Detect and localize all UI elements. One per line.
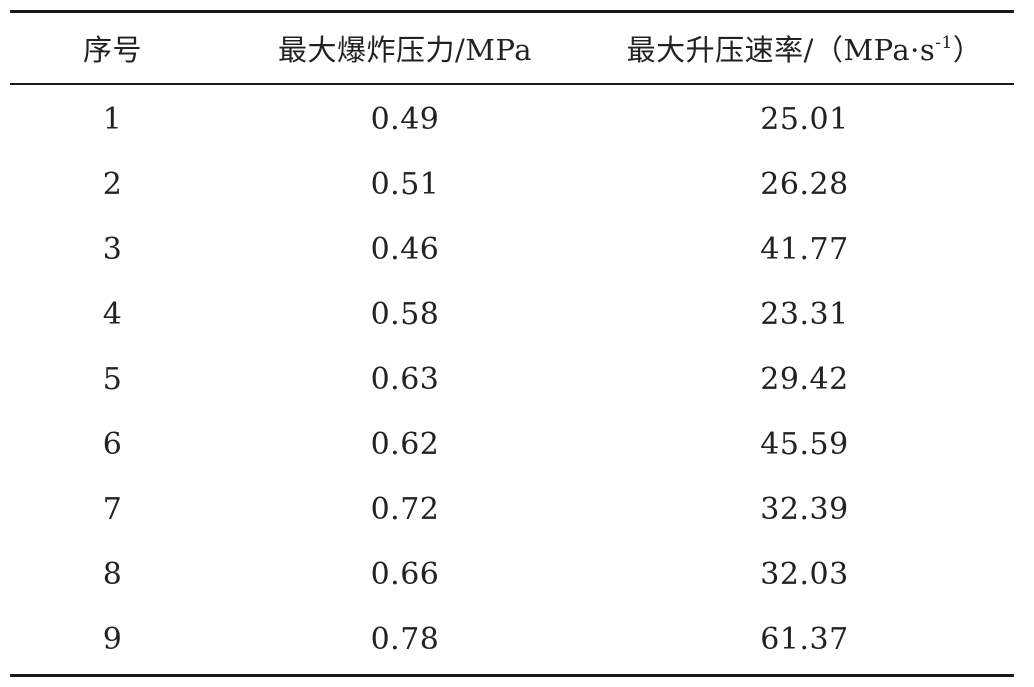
- cell-index: 3: [102, 231, 123, 267]
- table-row: 8 0.66 32.03: [10, 542, 1014, 607]
- cell-index: 1: [102, 101, 123, 137]
- cell-rate: 32.03: [760, 556, 849, 592]
- cell-rate: 32.39: [760, 491, 849, 527]
- table-row: 2 0.51 26.28: [10, 152, 1014, 217]
- table-header-rule: [10, 83, 1014, 85]
- table-row: 5 0.63 29.42: [10, 347, 1014, 412]
- cell-pressure: 0.72: [370, 491, 440, 527]
- cell-pressure: 0.58: [370, 296, 440, 332]
- header-max-explosion-pressure: 最大爆炸压力/MPa: [278, 33, 532, 67]
- cell-pressure: 0.66: [370, 556, 440, 592]
- data-table: 序号 最大爆炸压力/MPa 最大升压速率/（MPa·s-1） 1 0.49 25…: [10, 10, 1014, 677]
- table-row: 1 0.49 25.01: [10, 87, 1014, 152]
- table-row: 6 0.62 45.59: [10, 412, 1014, 477]
- header-max-pressure-rise-rate: 最大升压速率/（MPa·s-1）: [595, 27, 1014, 69]
- table-bottom-rule: [10, 673, 1014, 677]
- cell-pressure: 0.78: [370, 621, 440, 657]
- table-row: 3 0.46 41.77: [10, 217, 1014, 282]
- header-rate-superscript: -1: [935, 33, 953, 53]
- cell-index: 4: [102, 296, 123, 332]
- cell-pressure: 0.51: [370, 166, 440, 202]
- cell-rate: 45.59: [760, 426, 849, 462]
- cell-rate: 29.42: [760, 361, 849, 397]
- cell-rate: 25.01: [760, 101, 849, 137]
- cell-index: 9: [102, 621, 123, 657]
- cell-pressure: 0.46: [370, 231, 440, 267]
- header-rate-close: ）: [952, 33, 983, 67]
- table-row: 9 0.78 61.37: [10, 607, 1014, 672]
- cell-pressure: 0.62: [370, 426, 440, 462]
- cell-rate: 26.28: [760, 166, 849, 202]
- table-header-row: 序号 最大爆炸压力/MPa 最大升压速率/（MPa·s-1）: [10, 13, 1014, 83]
- header-index: 序号: [82, 33, 142, 67]
- cell-pressure: 0.49: [370, 101, 440, 137]
- cell-index: 2: [102, 166, 123, 202]
- cell-rate: 41.77: [760, 231, 849, 267]
- table-top-rule: [10, 10, 1014, 13]
- table-body: 1 0.49 25.01 2 0.51 26.28 3 0.46 41.77 4…: [10, 85, 1014, 674]
- cell-index: 7: [102, 491, 123, 527]
- table-row: 4 0.58 23.31: [10, 282, 1014, 347]
- cell-pressure: 0.63: [370, 361, 440, 397]
- cell-index: 6: [102, 426, 123, 462]
- cell-rate: 61.37: [760, 621, 849, 657]
- cell-index: 8: [102, 556, 123, 592]
- table-row: 7 0.72 32.39: [10, 477, 1014, 542]
- cell-index: 5: [102, 361, 123, 397]
- header-rate-main: 最大升压速率/（MPa·s: [626, 33, 936, 67]
- cell-rate: 23.31: [760, 296, 849, 332]
